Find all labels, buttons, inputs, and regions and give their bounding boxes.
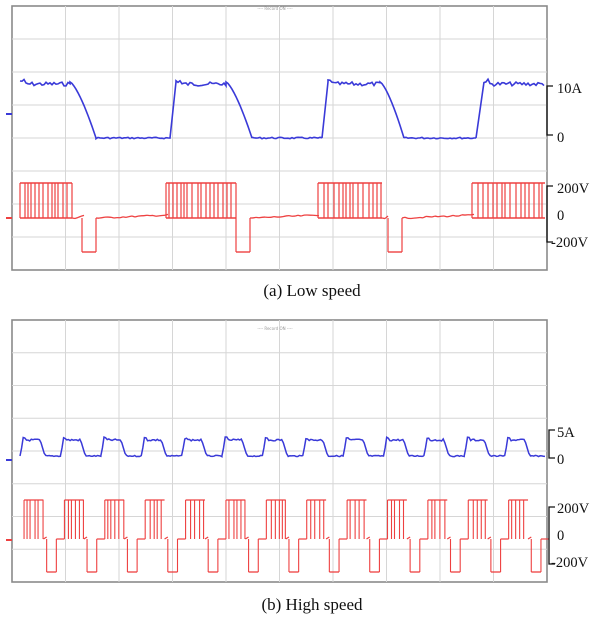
voltage-flat [83, 536, 88, 540]
voltage-flat [449, 214, 454, 217]
voltage-flat [401, 216, 406, 219]
voltage-flat [80, 214, 85, 217]
panel-a-voltage-label: 200V [557, 181, 590, 197]
panel-b: ---- Record ON ---- 5A 0 200V 0 -200V (b… [6, 319, 590, 614]
panel-a-voltage-zero: 0 [557, 208, 564, 224]
voltage-flat [245, 536, 249, 540]
voltage-flat [452, 214, 457, 217]
voltage-flat [422, 215, 427, 219]
voltage-flat [282, 215, 287, 218]
panel-a-voltage-trace [19, 182, 545, 253]
voltage-flat [406, 536, 411, 540]
panel-b-current-trace [19, 435, 546, 458]
voltage-flat [443, 215, 448, 218]
panel-a-current-trace [19, 77, 545, 141]
panel-b-header: ---- Record ON ---- [257, 326, 293, 331]
panel-a-header: ---- Record ON ---- [257, 6, 293, 11]
panel-a-current-bracket [546, 85, 553, 136]
voltage-flat [470, 213, 475, 216]
panel-b-current-zero: 0 [557, 452, 564, 468]
voltage-flat [252, 216, 257, 219]
voltage-flat [134, 215, 139, 218]
panel-a-current-zero: 0 [557, 130, 564, 146]
voltage-flat [434, 215, 439, 218]
panel-a: ---- Record ON ---- 10A 0 200V 0 -200V (… [6, 5, 590, 300]
voltage-flat [527, 536, 532, 540]
voltage-flat [297, 214, 302, 217]
voltage-flat [404, 216, 409, 219]
voltage-flat [125, 215, 130, 219]
voltage-flat [437, 215, 442, 218]
voltage-flat [325, 536, 330, 540]
voltage-flat [128, 215, 133, 218]
panel-a-caption: (a) Low speed [263, 281, 361, 300]
voltage-flat [204, 536, 209, 540]
voltage-flat [74, 216, 79, 220]
voltage-flat [384, 215, 389, 220]
panel-b-voltage-zero: 0 [557, 528, 564, 544]
voltage-flat [110, 216, 115, 219]
panel-b-voltage-neg: -200V [551, 555, 589, 571]
panel-b-voltage-trace [23, 499, 550, 573]
voltage-flat [270, 216, 275, 218]
voltage-flat [119, 216, 124, 219]
voltage-flat [446, 215, 451, 218]
voltage-flat [285, 536, 290, 540]
voltage-flat [458, 214, 463, 217]
voltage-flat [123, 536, 128, 540]
panel-b-current-label: 5A [557, 425, 575, 441]
voltage-flat [164, 536, 169, 540]
panel-b-current-bracket [548, 429, 555, 459]
voltage-flat [300, 214, 305, 217]
voltage-flat [446, 536, 451, 540]
voltage-flat [131, 215, 136, 218]
voltage-flat [77, 215, 82, 219]
panel-a-voltage-neg: -200V [551, 235, 589, 251]
panel-a-voltage-bracket [546, 185, 553, 243]
panel-a-current-label: 10A [557, 81, 583, 97]
voltage-flat [294, 214, 299, 217]
panel-b-caption: (b) High speed [261, 595, 363, 614]
voltage-flat [101, 216, 106, 219]
voltage-flat [164, 213, 169, 216]
voltage-flat [381, 217, 386, 220]
voltage-flat [43, 536, 47, 540]
panel-b-voltage-bracket [548, 506, 555, 565]
panel-b-voltage-label: 200V [557, 501, 590, 517]
voltage-flat [288, 215, 293, 217]
voltage-flat [152, 214, 157, 217]
voltage-flat [366, 536, 371, 540]
voltage-flat [431, 215, 436, 218]
voltage-flat [487, 536, 492, 540]
